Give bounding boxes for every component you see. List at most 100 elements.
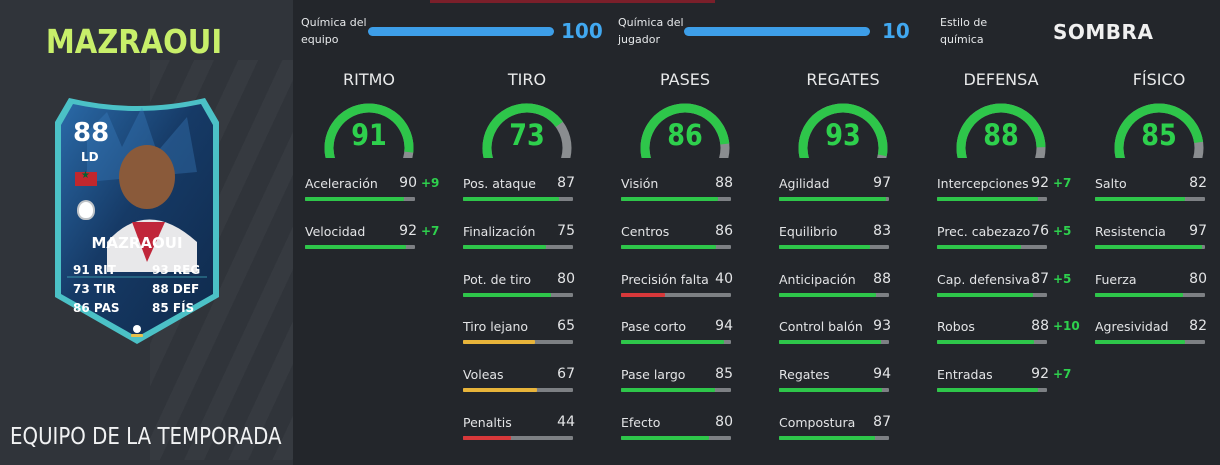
stat-name: Centros <box>621 223 670 239</box>
stat-bar-fill <box>621 388 715 393</box>
stat-row[interactable]: Equilibrio 83 <box>779 222 921 264</box>
stat-row[interactable]: Finalización 75 <box>463 223 605 264</box>
stat-row[interactable]: Pase corto 94 <box>621 318 763 359</box>
stat-row[interactable]: Prec. cabezazo 76 +5 <box>937 222 1079 264</box>
gauge-fill <box>640 103 730 158</box>
stat-value: 83 <box>873 222 891 239</box>
stat-name: Voleas <box>463 367 504 383</box>
chemistry-style-label: Estilo de química <box>940 16 988 46</box>
player-name-title: MAZRAOUI <box>45 22 223 61</box>
card-position: LD <box>81 150 99 164</box>
chemistry-style-value[interactable]: SOMBRA <box>1053 20 1154 44</box>
stat-row[interactable]: Aceleración 90 +9 <box>305 175 447 216</box>
stat-value: 87 <box>1031 270 1049 287</box>
stat-bar-fill <box>779 197 886 201</box>
stat-value: 80 <box>715 414 733 430</box>
stat-value: 92 <box>1031 366 1049 383</box>
card-frame <box>55 98 219 344</box>
card-stat-pas: 86 PAS <box>73 301 120 315</box>
top-accent-line <box>430 0 715 3</box>
stat-row[interactable]: Intercepciones 92 +7 <box>937 175 1079 216</box>
stat-row[interactable]: Cap. defensiva 87 +5 <box>937 270 1079 312</box>
gauge-fill <box>324 103 414 158</box>
category-gauge <box>1114 103 1204 158</box>
stat-row[interactable]: Agresividad 82 <box>1095 318 1220 359</box>
stat-bar-fill <box>1095 340 1186 345</box>
stat-bar-track <box>779 244 889 249</box>
stat-row[interactable]: Precisión falta 40 <box>621 271 763 312</box>
stat-row[interactable]: Velocidad 92 +7 <box>305 223 447 264</box>
stat-name: Prec. cabezazo <box>937 223 1031 239</box>
club-badge-icon <box>77 200 95 220</box>
stat-row[interactable]: Centros 86 <box>621 223 763 264</box>
stat-bar-track <box>779 340 889 345</box>
gauge-fill <box>956 103 1046 158</box>
category-gauge <box>324 103 414 158</box>
player-chemistry-bar <box>684 27 870 36</box>
stat-bar-track <box>937 197 1047 201</box>
stat-bar-track <box>463 388 573 393</box>
stat-name: Regates <box>779 367 830 383</box>
stat-name: Cap. defensiva <box>937 271 1030 287</box>
stat-name: Finalización <box>463 223 536 239</box>
stat-value: 82 <box>1189 175 1207 191</box>
stat-row[interactable]: Voleas 67 <box>463 366 605 407</box>
card-stat-fis: 85 FÍS <box>152 301 195 315</box>
stat-row[interactable]: Entradas 92 +7 <box>937 366 1079 407</box>
category-title: PASES <box>660 70 710 89</box>
stat-row[interactable]: Control balón 93 <box>779 318 921 359</box>
stat-row[interactable]: Penaltis 44 <box>463 414 605 455</box>
stat-row[interactable]: Regates 94 <box>779 366 921 407</box>
stat-name: Anticipación <box>779 271 856 287</box>
stat-row[interactable]: Anticipación 88 <box>779 271 921 312</box>
category-gauge <box>798 103 888 158</box>
stat-value: 87 <box>557 175 575 191</box>
stat-name: Agresividad <box>1095 319 1169 335</box>
stat-row[interactable]: Visión 88 <box>621 175 763 216</box>
stat-row[interactable]: Pos. ataque 87 <box>463 175 605 216</box>
stat-row[interactable]: Salto 82 <box>1095 175 1220 216</box>
stat-bar-track <box>937 292 1047 297</box>
stat-bar-track <box>621 388 731 393</box>
stat-row[interactable]: Compostura 87 <box>779 414 921 455</box>
stat-bar-track <box>621 292 731 297</box>
stat-bar-track <box>463 436 573 440</box>
stat-bar-track <box>305 197 415 201</box>
team-chemistry-value: 100 <box>561 19 603 43</box>
stat-value: 94 <box>715 318 733 335</box>
stat-row[interactable]: Fuerza 80 <box>1095 271 1220 312</box>
stat-bar-track <box>937 244 1047 249</box>
stat-row[interactable]: Agilidad 97 <box>779 175 921 216</box>
player-card[interactable]: 88 LD MAZRAOUI 91 RIT 73 TIR 86 PAS 93 R… <box>47 92 227 349</box>
stat-value: 65 <box>557 318 575 335</box>
stat-bar-track <box>621 340 731 345</box>
stat-row[interactable]: Efecto 80 <box>621 414 763 455</box>
stat-bar-fill <box>621 197 718 201</box>
stat-bar-fill <box>463 388 537 393</box>
stat-row[interactable]: Tiro lejano 65 <box>463 318 605 359</box>
stat-bar-track <box>779 388 889 393</box>
category-value: 86 <box>667 118 703 152</box>
stat-row[interactable]: Resistencia 97 <box>1095 223 1220 264</box>
stat-bar-fill <box>779 388 883 393</box>
stat-bar-fill <box>621 340 725 345</box>
category-title: TIRO <box>507 70 547 89</box>
stat-bar-fill <box>779 436 875 440</box>
stat-row[interactable]: Pase largo 85 <box>621 366 763 407</box>
stat-bar-fill <box>937 292 1033 297</box>
player-chemistry-value: 10 <box>882 19 910 43</box>
stat-row[interactable]: Pot. de tiro 80 <box>463 271 605 312</box>
stat-value: 76 <box>1031 222 1049 239</box>
stat-bar-fill <box>305 197 404 201</box>
stat-bar-fill <box>463 197 559 201</box>
stat-name: Fuerza <box>1095 271 1137 287</box>
stat-name: Pot. de tiro <box>463 271 532 287</box>
stat-row[interactable]: Robos 88 +10 <box>937 318 1080 359</box>
stat-bonus: +5 <box>1053 271 1072 286</box>
stat-bar-fill <box>621 292 665 297</box>
stat-bar-track <box>463 244 573 249</box>
stat-name: Intercepciones <box>937 176 1029 191</box>
stat-bar-track <box>621 436 731 440</box>
category-title: RITMO <box>342 70 395 89</box>
player-panel: MAZRAOUI 88 LD MAZRAOUI 91 RIT 73 TIR <box>0 0 293 465</box>
